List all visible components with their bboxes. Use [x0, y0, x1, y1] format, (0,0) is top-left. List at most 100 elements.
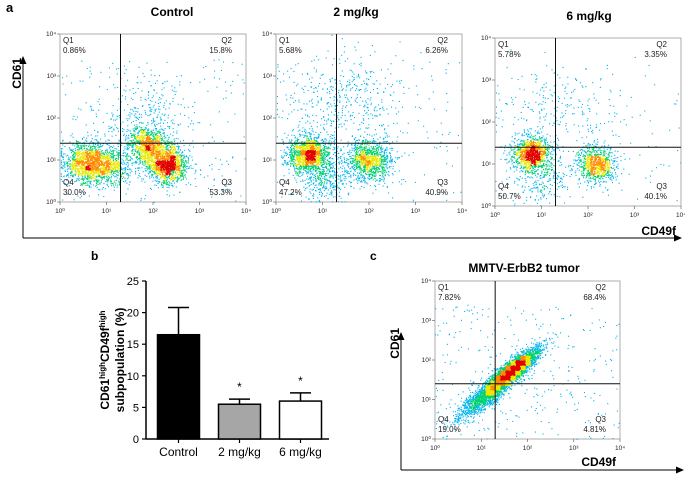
flow-event [123, 109, 125, 111]
flow-event [62, 83, 64, 85]
flow-event [171, 141, 173, 143]
flow-event [175, 166, 177, 168]
flow-event [179, 155, 181, 157]
flow-event [62, 139, 64, 141]
flow-event [88, 152, 90, 154]
flow-event [88, 185, 90, 187]
flow-event [315, 115, 317, 117]
flow-event [112, 183, 114, 185]
flow-event [84, 172, 86, 174]
flow-event [325, 162, 327, 164]
flow-event [96, 156, 98, 158]
flow-event [320, 144, 322, 146]
flow-event [93, 176, 95, 178]
flow-event [323, 178, 325, 180]
flow-event [133, 154, 135, 156]
flow-event [133, 107, 135, 109]
flow-event [101, 174, 103, 176]
flow-event [62, 144, 64, 146]
flow-event [128, 118, 130, 120]
flow-event [82, 183, 84, 185]
flow-event [145, 165, 147, 167]
flow-event [157, 172, 159, 174]
flow-event [175, 162, 177, 164]
flow-event [172, 146, 174, 148]
flow-event [86, 165, 88, 167]
flow-event [173, 172, 175, 174]
flow-event [107, 165, 109, 167]
flow-event [379, 83, 381, 85]
flow-event [86, 166, 88, 168]
flow-event [73, 115, 75, 117]
flow-event [114, 148, 116, 150]
flow-event [148, 158, 150, 160]
flow-event [96, 169, 98, 171]
flow-event [153, 120, 155, 122]
flow-event [71, 150, 73, 152]
flow-event [71, 159, 73, 161]
flow-event [98, 109, 100, 111]
flow-event [128, 147, 130, 149]
flow-event [167, 169, 169, 171]
flow-event [116, 170, 118, 172]
flow-event [311, 165, 313, 167]
quadrant-name-q4: Q4 [63, 178, 74, 187]
flow-event [142, 138, 144, 140]
flow-event [157, 141, 159, 143]
flow-event [137, 137, 139, 139]
flow-event [356, 162, 358, 164]
flow-event [97, 147, 99, 149]
flow-event [145, 140, 147, 142]
flow-event [351, 154, 353, 156]
flow-event [127, 160, 129, 162]
flow-event [168, 166, 170, 168]
flow-event [175, 156, 177, 158]
flow-event [134, 141, 136, 143]
flow-event [99, 164, 101, 166]
flow-event [179, 168, 181, 170]
y-tick-label: 10⁴ [46, 31, 56, 38]
flow-event [167, 161, 169, 163]
flow-event [154, 109, 156, 111]
flow-event [169, 163, 171, 165]
flow-event [183, 165, 185, 167]
flow-event [359, 149, 361, 151]
flow-event [158, 161, 160, 163]
flow-event [117, 167, 119, 169]
flow-event [244, 158, 246, 160]
flow-event [146, 148, 148, 150]
flow-event [151, 166, 153, 168]
flow-event [99, 189, 101, 191]
flow-event [92, 174, 94, 176]
flow-event [81, 138, 83, 140]
flow-event [369, 156, 371, 158]
flow-event [143, 129, 145, 131]
flow-event [193, 112, 195, 114]
flow-event [131, 162, 133, 164]
flow-event [170, 179, 172, 181]
flow-event [89, 173, 91, 175]
flow-event [137, 108, 139, 110]
flow-event [118, 98, 120, 100]
flow-event [182, 178, 184, 180]
flow-event [321, 180, 323, 182]
flow-event [304, 162, 306, 164]
flow-event [166, 172, 168, 174]
flow-event [124, 163, 126, 165]
flow-event [167, 173, 169, 175]
flow-event [155, 101, 157, 103]
flow-event [144, 150, 146, 152]
flow-event [218, 169, 220, 171]
flow-event [90, 173, 92, 175]
flow-event [95, 153, 97, 155]
flow-event [295, 154, 297, 156]
flow-event [160, 158, 162, 160]
flow-event [129, 168, 131, 170]
flow-event [152, 133, 154, 135]
flow-event [127, 148, 129, 150]
flow-event [169, 162, 171, 164]
flow-event [94, 163, 96, 165]
flow-event [147, 160, 149, 162]
flow-event [82, 178, 84, 180]
flow-event [167, 144, 169, 146]
